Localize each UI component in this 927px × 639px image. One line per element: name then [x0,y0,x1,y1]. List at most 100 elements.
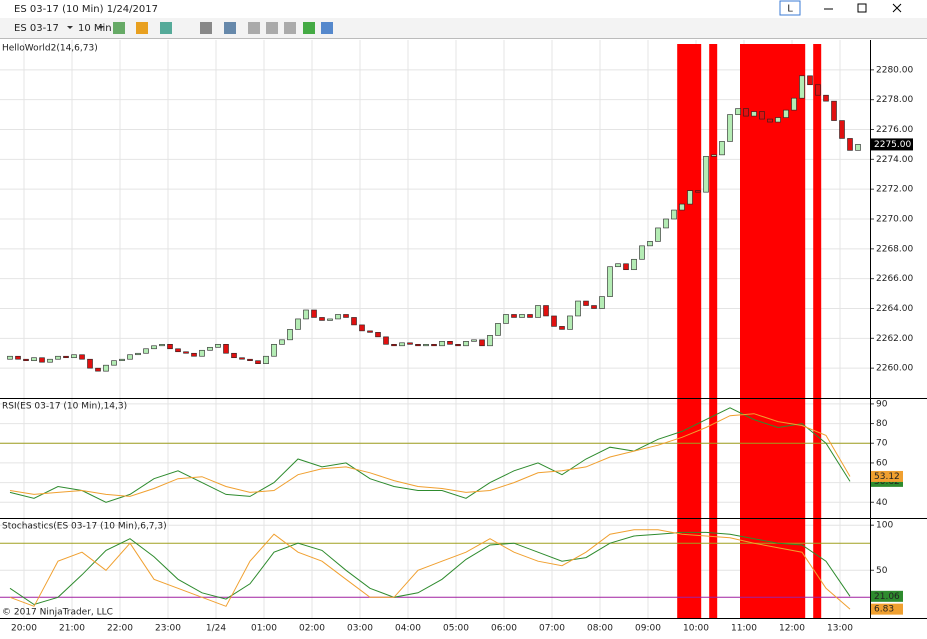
candle [823,94,829,102]
candle [383,336,389,345]
candle [463,341,469,347]
candle [855,144,861,151]
candle [263,355,269,364]
panel-title: Stochastics(ES 03-17 (10 Min),6,7,3) [2,522,167,532]
tool-icon[interactable] [284,22,296,34]
y-tick-label: 60 [876,458,888,468]
last-price-label: 2275.00 [874,140,911,150]
interval-select[interactable]: 10 Min [78,23,112,34]
candle [223,343,229,354]
last-value-label: 6.83 [874,605,894,615]
indicator-line [9,413,851,497]
candle [407,342,413,345]
y-tick-label: 2276.00 [876,125,913,135]
candle [591,305,597,309]
cursor-icon[interactable] [200,22,212,34]
last-value-label: 53.12 [874,472,900,482]
candle [343,314,349,318]
candle [767,118,773,123]
tool-icon[interactable] [266,22,278,34]
candle [167,343,173,350]
candle [807,75,813,86]
candle [775,117,781,123]
candle [135,352,141,356]
x-tick-label: 06:00 [491,624,517,634]
tool-icon[interactable] [303,22,315,34]
candle [151,345,157,350]
candle [143,348,149,354]
y-tick-label: 2268.00 [876,244,913,254]
highlight-band [813,44,822,618]
candle [399,342,405,347]
candle [535,305,541,318]
candle [79,354,85,360]
candle [511,314,517,318]
dropdown-arrow[interactable] [98,26,104,29]
x-tick-label: 11:00 [731,624,757,634]
bar-type-icon[interactable] [113,22,125,34]
candle [255,360,261,364]
candle [431,343,437,347]
y-tick-label: 2280.00 [876,65,913,75]
close[interactable] [892,3,902,13]
candle [567,315,573,330]
candle [119,358,125,362]
x-tick-label: 02:00 [299,624,325,634]
candle [439,341,445,347]
candle [631,258,637,271]
candle [23,358,29,362]
candle [583,300,589,306]
highlight-band [677,44,702,618]
title-bar [0,0,927,18]
candle [87,358,93,369]
candle [111,360,117,366]
y-tick-label: 70 [876,439,888,449]
candle [191,352,197,357]
y-tick-label: 2262.00 [876,334,913,344]
candle [703,156,709,193]
x-tick-label: 05:00 [443,624,469,634]
candle [207,346,213,351]
candle [679,203,685,211]
window-title: ES 03-17 (10 Min) 1/24/2017 [14,4,158,15]
candle [327,318,333,321]
candle [607,266,613,297]
candle [55,355,61,360]
y-tick-label: 40 [876,498,888,508]
indicator-line [9,407,851,503]
candle [391,343,397,347]
candle [367,330,373,333]
candle [655,227,661,242]
candle [247,358,253,362]
tool-icon[interactable] [321,22,333,34]
tool-icon[interactable] [248,22,260,34]
candle [95,367,101,372]
candle [695,190,701,193]
l-button[interactable] [779,0,801,16]
candle [543,305,549,317]
candle [551,315,557,327]
x-tick-label: 12:00 [779,624,805,634]
candle [39,357,45,363]
candle [103,364,109,372]
last-price-box [871,138,913,151]
y-tick-label: 2260.00 [876,364,913,374]
dropdown-arrow[interactable] [67,26,73,29]
candle [623,263,629,271]
highlight-band [709,44,718,618]
zoom-icon[interactable] [224,22,236,34]
title-group: ES 03-17 (10 Min) 1/24/2017 L [14,0,902,16]
instrument-select[interactable]: ES 03-17 [14,23,59,34]
candle [15,355,21,360]
draw-icon[interactable] [136,22,148,34]
indicator-icon[interactable] [160,22,172,34]
last-value-box [871,470,903,482]
candle [199,349,205,357]
toolbar-group: ES 03-17 10 Min [14,22,333,34]
x-tick-label: 09:00 [635,624,661,634]
x-tick-label: 21:00 [59,624,85,634]
x-tick-label: 07:00 [539,624,565,634]
maximize[interactable] [857,3,867,13]
candle [31,357,37,362]
